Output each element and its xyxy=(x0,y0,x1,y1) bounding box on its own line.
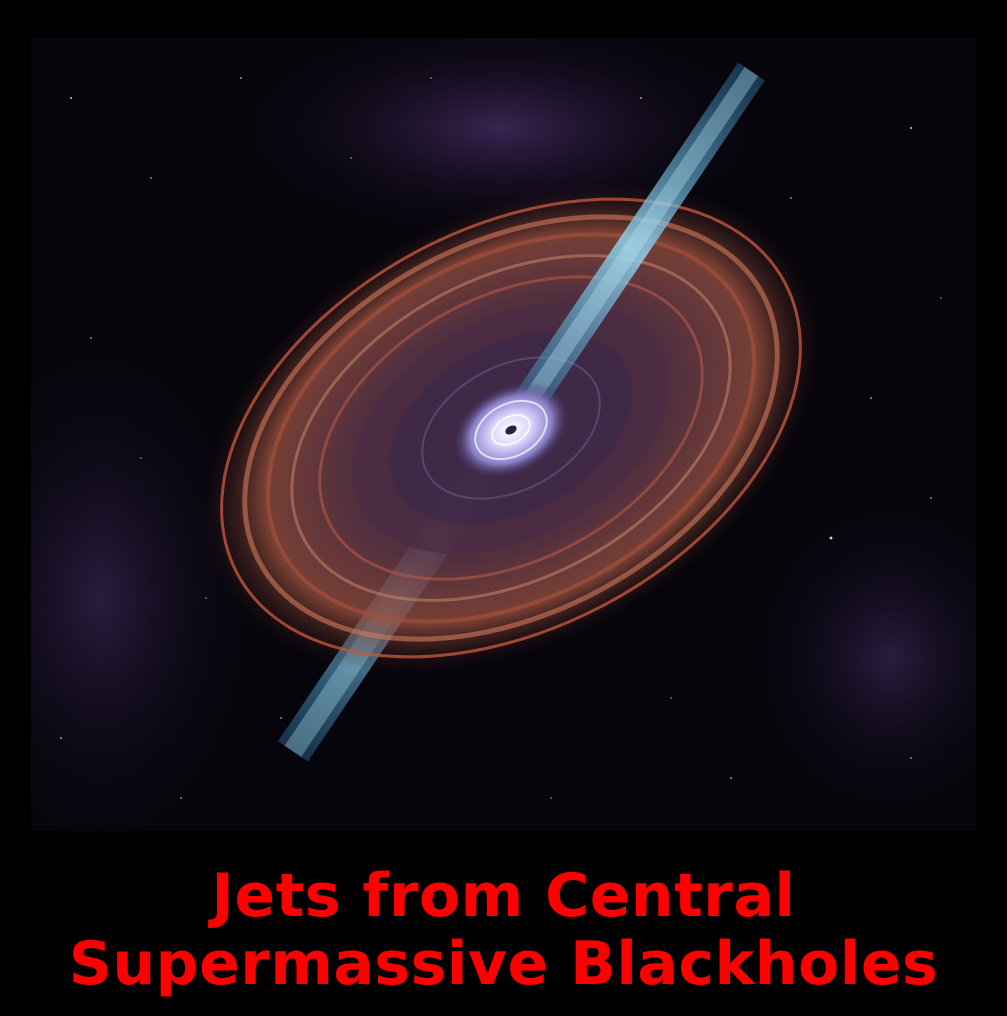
nebula-right xyxy=(751,498,976,818)
caption-title: Jets from Central Supermassive Blackhole… xyxy=(0,862,1007,998)
upper-jet xyxy=(497,62,765,437)
caption-line-2: Supermassive Blackholes xyxy=(68,929,939,999)
nebula-left xyxy=(31,338,261,831)
caption-line-1: Jets from Central xyxy=(211,861,796,931)
blackhole-jet-illustration xyxy=(31,38,976,831)
core-glow xyxy=(452,381,570,479)
stars xyxy=(60,77,942,799)
